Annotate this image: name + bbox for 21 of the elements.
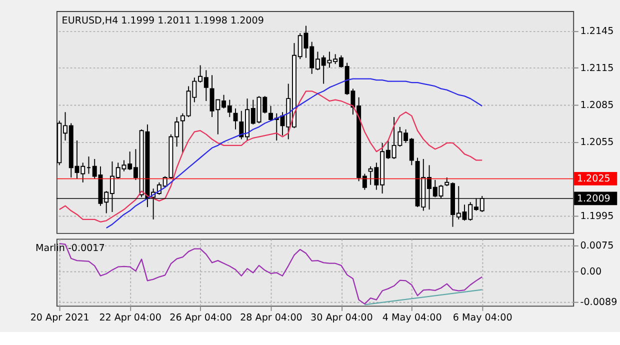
- line-series: [58, 90, 483, 222]
- line-series: [106, 78, 483, 229]
- chart-title: EURUSD,H4 1.1999 1.2011 1.1998 1.2009: [62, 15, 264, 26]
- x-tick-label: 22 Apr 04:00: [99, 312, 162, 324]
- candlestick: [233, 108, 238, 130]
- x-tick-label: 30 Apr 04:00: [310, 312, 373, 324]
- ref-line-label: 1.2025: [576, 174, 610, 185]
- y-tick-label: 1.2085: [580, 100, 614, 112]
- x-tick-label: 6 May 04:00: [452, 312, 512, 324]
- y-tick-label: 1.1995: [580, 211, 614, 222]
- x-tick-label: 28 Apr 04:00: [240, 312, 302, 324]
- y-tick-label: -0.0089: [580, 297, 618, 308]
- y-tick-label: 1.2145: [580, 26, 614, 38]
- ref-line-label: 1.2009: [576, 193, 610, 204]
- x-tick-label: 4 May 04:00: [382, 312, 442, 324]
- y-tick-label: 1.2115: [580, 63, 614, 74]
- y-tick-label: 0.0075: [580, 240, 614, 252]
- x-tick-label: 20 Apr 2021: [30, 312, 90, 324]
- x-tick-label: 26 Apr 04:00: [170, 312, 232, 324]
- y-tick-label: 0.00: [580, 266, 602, 278]
- y-tick-label: 1.2055: [580, 137, 614, 148]
